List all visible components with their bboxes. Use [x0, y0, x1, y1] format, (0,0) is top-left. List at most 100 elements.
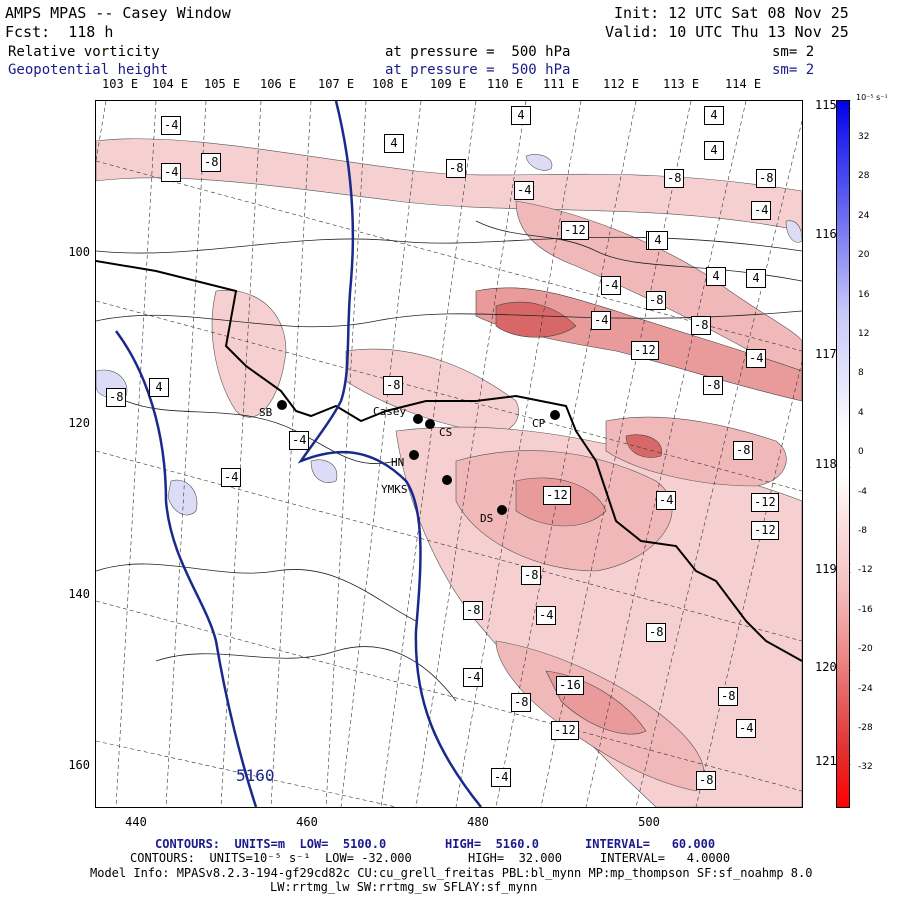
contour-label: -4	[161, 163, 182, 182]
footer-vort-high: HIGH= 32.000	[468, 851, 562, 865]
longitude-label: 109 E	[430, 77, 467, 91]
contour-label: -8	[691, 316, 712, 335]
longitude-label: 104 E	[152, 77, 189, 91]
longitude-label: 114 E	[725, 77, 762, 91]
footer-model-physics: LW:rrtmg_lw SW:rrtmg_sw SFLAY:sf_mynn	[270, 880, 538, 894]
contour-label: -8	[646, 623, 667, 642]
valid-time: Valid: 10 UTC Thu 13 Nov 25	[605, 23, 849, 41]
contour-label: -8	[201, 153, 222, 172]
contour-label: -4	[463, 668, 484, 687]
station-label: DS	[480, 512, 494, 525]
station-label: HN	[391, 456, 405, 469]
station-label: CP	[532, 417, 546, 430]
field-label-vorticity: Relative vorticity	[8, 44, 160, 60]
contour-label: 4	[384, 134, 404, 153]
colorbar-tick: -4	[858, 486, 867, 497]
contour-label: -8	[383, 376, 404, 395]
contour-label: -4	[736, 719, 757, 738]
colorbar-tick: -28	[858, 723, 873, 733]
smoothing-label-1: sm= 2	[772, 44, 815, 60]
forecast-hour: Fcst: 118 h	[5, 23, 114, 41]
footer-height-high: HIGH= 5160.0	[445, 837, 539, 851]
station-marker-cs	[425, 419, 435, 429]
station-label: CS	[439, 426, 453, 439]
station-marker-casey	[413, 414, 423, 424]
contour-label: 4	[149, 378, 169, 397]
contour-label: -4	[536, 606, 557, 625]
contour-label: -8	[446, 159, 467, 178]
contour-label: -12	[751, 521, 779, 540]
contour-label: -8	[703, 376, 724, 395]
longitude-label: 110 E	[487, 77, 524, 91]
colorbar-tick: -20	[858, 644, 873, 655]
x-tick: 440	[125, 815, 147, 829]
contour-label: 4	[704, 106, 724, 125]
stations	[277, 400, 560, 515]
colorbar-tick: -24	[858, 683, 873, 694]
station-marker-ds	[497, 505, 507, 515]
longitude-label: 103 E	[102, 77, 139, 91]
station-label: YMKS	[381, 483, 408, 496]
contour-label: -4	[514, 181, 535, 200]
station-marker-sb	[277, 400, 287, 410]
contour-label: -4	[289, 431, 310, 450]
contour-label: -4	[491, 768, 512, 787]
footer-vort-contours: CONTOURS: UNITS=10⁻⁵ s⁻¹ LOW= -32.000	[130, 851, 412, 865]
contour-label: 4	[746, 269, 766, 288]
contour-label: -8	[718, 687, 739, 706]
pressure-label-2: at pressure = 500 hPa	[385, 62, 571, 78]
y-tick: 100	[68, 245, 90, 259]
longitude-label: 107 E	[318, 77, 355, 91]
contour-label: 4	[648, 231, 668, 250]
station-label: SB	[259, 406, 273, 419]
colorbar-tick: 32	[858, 132, 870, 142]
coastline	[96, 260, 802, 662]
contour-label: -16	[556, 676, 584, 695]
colorbar-tick: 24	[858, 210, 870, 221]
contour-label: 4	[511, 106, 531, 125]
colorbar-tick: 16	[858, 289, 870, 300]
contour-label: -8	[664, 169, 685, 188]
colorbar-unit: 10⁻⁵ s⁻¹	[856, 93, 888, 102]
contour-label: 4	[706, 267, 726, 286]
vorticity-shading	[96, 138, 802, 807]
contour-label: -8	[756, 169, 777, 188]
colorbar-tick: 0	[858, 447, 864, 458]
contour-label: -12	[551, 721, 579, 740]
longitude-label: 106 E	[260, 77, 297, 91]
smoothing-label-2: sm= 2	[772, 62, 815, 78]
station-marker-hn	[409, 450, 419, 460]
contour-label: -8	[733, 441, 754, 460]
station-marker-ymks	[442, 475, 452, 485]
vorticity-contours	[96, 220, 802, 702]
station-marker-cp	[550, 410, 560, 420]
colorbar-tick: 28	[858, 171, 870, 182]
station-label: Casey	[373, 405, 407, 418]
colorbar-tick: -12	[858, 565, 873, 576]
contour-label: -8	[646, 291, 667, 310]
colorbar-tick: -8	[858, 526, 867, 536]
contour-label: -4	[751, 201, 772, 220]
init-time: Init: 12 UTC Sat 08 Nov 25	[614, 4, 849, 22]
colorbar-tick: 12	[858, 329, 870, 339]
colorbar-tick: -32	[858, 762, 873, 773]
contour-label: -8	[106, 388, 127, 407]
longitude-label: 105 E	[204, 77, 241, 91]
map-panel[interactable]: SB Casey CS HN YMKS DS CP 5160 -4 -8 -4 -8-…	[95, 100, 803, 808]
contour-label: -4	[591, 311, 612, 330]
longitude-label: 111 E	[543, 77, 580, 91]
contour-label: -4	[656, 491, 677, 510]
colorbar-tick: -16	[858, 604, 873, 615]
colorbar-tick: 20	[858, 250, 870, 261]
contour-label: -12	[561, 221, 589, 240]
x-tick: 500	[638, 815, 660, 829]
longitude-label: 113 E	[663, 77, 700, 91]
graticule	[96, 101, 802, 807]
longitude-label: 108 E	[372, 77, 409, 91]
contour-label: -12	[751, 493, 779, 512]
contour-label: -12	[543, 486, 571, 505]
contour-label: -8	[521, 566, 542, 585]
y-tick: 160	[68, 758, 90, 772]
colorbar	[836, 100, 850, 808]
footer-vort-interval: INTERVAL= 4.0000	[600, 851, 731, 865]
